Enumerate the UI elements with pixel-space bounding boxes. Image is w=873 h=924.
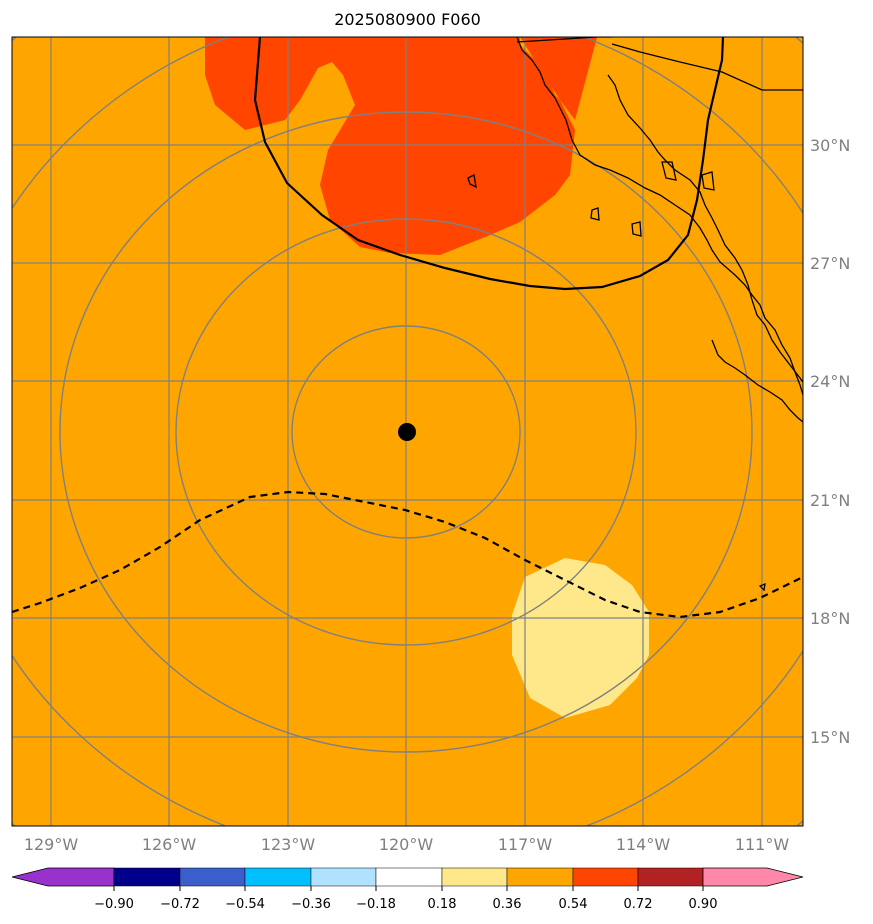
colorbar-segment — [375, 867, 443, 887]
lon-label: 123°W — [261, 835, 316, 854]
low-anomaly-region — [512, 558, 649, 718]
colorbar-segment — [506, 867, 574, 887]
longitude-labels: 129°W 126°W 123°W 120°W 117°W 114°W 111°… — [24, 835, 790, 854]
range-ring-3 — [59, 111, 753, 753]
map-title: 2025080900 F060 — [334, 10, 481, 29]
colorbar-segment-extend-high — [702, 867, 804, 887]
solid-contour-line — [253, 37, 725, 291]
colorbar-tick-label: −0.18 — [356, 897, 396, 912]
colorbar-tick-label: 0.18 — [428, 897, 457, 912]
map-border — [11, 36, 804, 827]
colorbar-segment — [113, 867, 181, 887]
high-anomaly-region — [205, 37, 597, 255]
colorbar-segment — [637, 867, 704, 887]
colorbar-tick-label: −0.36 — [291, 897, 331, 912]
colorbar-tick-label: 0.90 — [689, 897, 718, 912]
colorbar-segment — [441, 867, 508, 887]
lat-label: 30°N — [810, 136, 850, 155]
range-ring-1 — [291, 325, 521, 539]
lat-label: 24°N — [810, 372, 850, 391]
graticule — [12, 37, 803, 826]
colorbar-tick-label: −0.72 — [160, 897, 200, 912]
colorbar-tick-label: −0.90 — [94, 897, 134, 912]
colorbar-tick-label: 0.72 — [624, 897, 653, 912]
lon-label: 111°W — [735, 835, 790, 854]
coastline — [467, 37, 803, 592]
range-ring-2 — [175, 218, 637, 646]
lon-label: 129°W — [24, 835, 79, 854]
lat-label: 27°N — [810, 254, 850, 273]
lon-label: 117°W — [498, 835, 553, 854]
lat-label: 15°N — [810, 728, 850, 747]
colorbar-tick-label: 0.54 — [559, 897, 588, 912]
lon-label: 126°W — [142, 835, 197, 854]
latitude-labels: 30°N 27°N 24°N 21°N 18°N 15°N — [810, 136, 850, 747]
colorbar-segment — [572, 867, 639, 887]
lat-label: 18°N — [810, 609, 850, 628]
colorbar-tick-label: −0.54 — [225, 897, 265, 912]
colorbar-segment — [310, 867, 377, 887]
storm-center-marker — [398, 423, 416, 441]
dashed-contour-line — [12, 490, 803, 619]
colorbar-segment — [244, 867, 312, 887]
colorbar: −0.90 −0.72 −0.54 −0.36 −0.18 0.18 0.36 … — [11, 867, 804, 912]
lon-label: 114°W — [616, 835, 671, 854]
colorbar-segment — [179, 867, 246, 887]
colorbar-segment-extend-low — [11, 867, 115, 887]
lat-label: 21°N — [810, 491, 850, 510]
colorbar-tick-label: 0.36 — [493, 897, 522, 912]
lon-label: 120°W — [379, 835, 434, 854]
